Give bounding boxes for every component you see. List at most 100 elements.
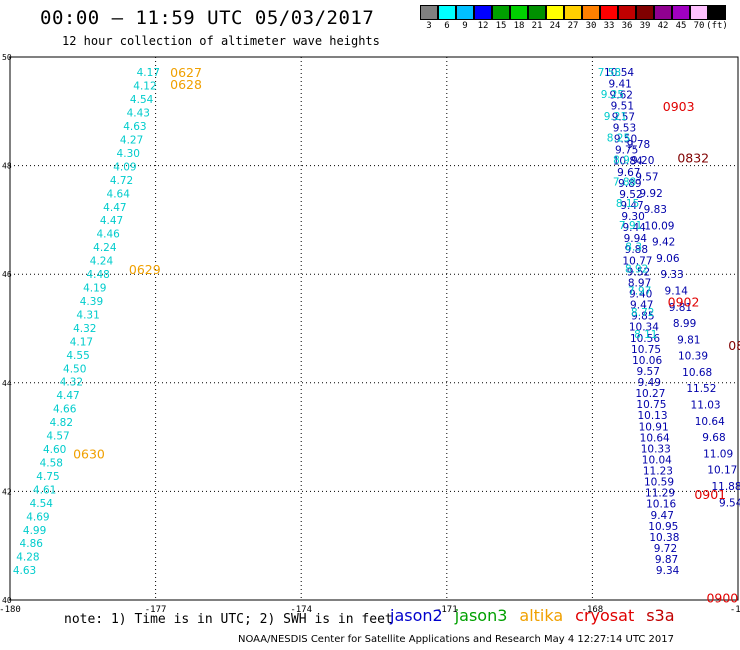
wave-height-value: 9.53 — [613, 123, 636, 135]
wave-height-value: 9.41 — [608, 78, 631, 90]
wave-height-value: 9.75 — [615, 145, 638, 157]
satellite-legend: jason2 jason3 altika cryosat s3a — [390, 606, 687, 625]
color-scale-label: 42 — [657, 21, 669, 31]
wave-height-value: 10.91 — [639, 421, 669, 433]
wave-height-value: 9.49 — [638, 377, 661, 389]
legend-cryosat: cryosat — [575, 606, 635, 625]
color-swatch — [474, 5, 492, 20]
wave-height-value: 4.72 — [110, 175, 133, 187]
wave-height-value: 9.94 — [624, 233, 648, 245]
wave-height-value: 11.03 — [691, 400, 721, 412]
color-scale-label: 12 — [477, 21, 489, 31]
wave-height-value: 10.64 — [640, 432, 670, 444]
wave-height-value: 4.55 — [66, 350, 89, 362]
wave-height-value: 8.92 — [625, 263, 648, 275]
wave-height-value: 9.68 — [702, 432, 725, 444]
color-scale-label: 39 — [639, 21, 651, 31]
wave-height-value: 9.57 — [637, 366, 660, 378]
wave-height-value: 4.17 — [137, 67, 160, 79]
color-swatch — [636, 5, 654, 20]
wave-height-value: 4.09 — [113, 161, 136, 173]
wave-height-value: 10.95 — [648, 521, 678, 533]
wave-height-value: 8.3 — [625, 242, 642, 254]
color-scale-label: (ft) — [706, 21, 728, 31]
wave-height-value: 4.64 — [107, 188, 131, 200]
wave-height-value: 8.9 — [613, 154, 630, 166]
wave-height-value: 10.27 — [635, 388, 665, 400]
wave-height-value: 9.88 — [625, 244, 648, 256]
color-scale-label: 18 — [513, 21, 525, 31]
wave-height-value: 10.33 — [641, 443, 671, 455]
wave-height-value: 11.52 — [686, 383, 716, 395]
color-swatch — [600, 5, 618, 20]
color-swatch — [492, 5, 510, 20]
credits-footer: NOAA/NESDIS Center for Satellite Applica… — [238, 634, 674, 645]
wave-height-value: 4.60 — [43, 444, 66, 456]
wave-height-value: 10.75 — [631, 344, 661, 356]
wave-height-value: 8.99 — [673, 318, 696, 330]
legend-altika: altika — [519, 606, 564, 625]
color-scale-label: 27 — [567, 21, 579, 31]
color-scale-label: 3 — [426, 21, 432, 31]
color-swatch — [690, 5, 708, 20]
wave-height-value: 4.31 — [76, 309, 99, 321]
wave-height-value: 9.14 — [665, 285, 689, 297]
wave-height-value: 4.66 — [53, 404, 77, 416]
wave-height-value: 4.75 — [36, 471, 59, 483]
color-scale-label: 45 — [675, 21, 687, 31]
wave-height-value: 9.47 — [651, 510, 674, 522]
latitude-tick-label: 50 — [2, 53, 12, 62]
wave-height-value: 11.88 — [711, 481, 740, 493]
wave-height-value: 9.89 — [618, 178, 641, 190]
wave-height-value: 10.75 — [636, 399, 666, 411]
wave-height-value: 4.54 — [30, 498, 54, 510]
wave-height-value: 9.81 — [677, 334, 700, 346]
latitude-tick-label: 42 — [2, 487, 12, 496]
wave-height-value: 4.46 — [96, 229, 120, 241]
longitude-tick-label: -16 — [730, 605, 740, 615]
wave-height-value: 7.97 — [628, 285, 651, 297]
color-swatch — [564, 5, 582, 20]
wave-height-value: 4.82 — [50, 417, 73, 429]
color-swatch — [672, 5, 690, 20]
color-scale-label: 30 — [585, 21, 597, 31]
color-swatch — [438, 5, 456, 20]
wave-height-value: 4.24 — [93, 242, 117, 254]
wave-height-value: 9.25 — [601, 89, 624, 101]
wave-height-value: 9.92 — [639, 188, 662, 200]
wave-height-value: 10.09 — [644, 220, 674, 232]
latitude-tick-label: 44 — [2, 379, 12, 388]
longitude-tick-label: -177 — [145, 605, 167, 615]
pass-time-label: 0903 — [663, 99, 695, 114]
pass-time-label: 0900 — [706, 590, 738, 605]
wave-height-value: 10.64 — [695, 416, 725, 428]
color-scale-label: 24 — [549, 21, 561, 31]
wave-height-value: 8.25 — [607, 133, 630, 145]
wave-height-value: 10.06 — [632, 355, 662, 367]
wave-height-value: 11.09 — [703, 448, 733, 460]
color-swatch — [618, 5, 636, 20]
footnote: note: 1) Time is in UTC; 2) SWH is in fe… — [64, 612, 393, 627]
wave-height-value: 4.61 — [33, 484, 56, 496]
color-swatch — [528, 5, 546, 20]
wave-height-value: 10.34 — [629, 322, 659, 334]
wave-height-value: 4.39 — [80, 296, 103, 308]
color-scale-label: 70 — [693, 21, 705, 31]
wave-height-value: 4.28 — [16, 552, 39, 564]
wave-height-value: 4.19 — [83, 283, 106, 295]
color-swatch — [510, 5, 528, 20]
wave-height-value: 4.32 — [73, 323, 96, 335]
wave-height-value: 4.27 — [120, 134, 143, 146]
wave-height-value: 9.47 — [630, 300, 653, 312]
wave-height-value: 8.11 — [634, 329, 657, 341]
wave-height-value: 4.43 — [127, 108, 150, 120]
wave-height-value: 4.58 — [40, 457, 63, 469]
wave-height-value: 7.58 — [598, 67, 621, 79]
pass-time-label: 0627 — [170, 65, 202, 80]
wave-height-value: 9.44 — [622, 222, 646, 234]
color-scale-label: 21 — [531, 21, 543, 31]
wave-height-value: 10.39 — [678, 351, 708, 363]
wave-height-value: 10.17 — [707, 465, 737, 477]
wave-height-value: 11.29 — [645, 488, 675, 500]
